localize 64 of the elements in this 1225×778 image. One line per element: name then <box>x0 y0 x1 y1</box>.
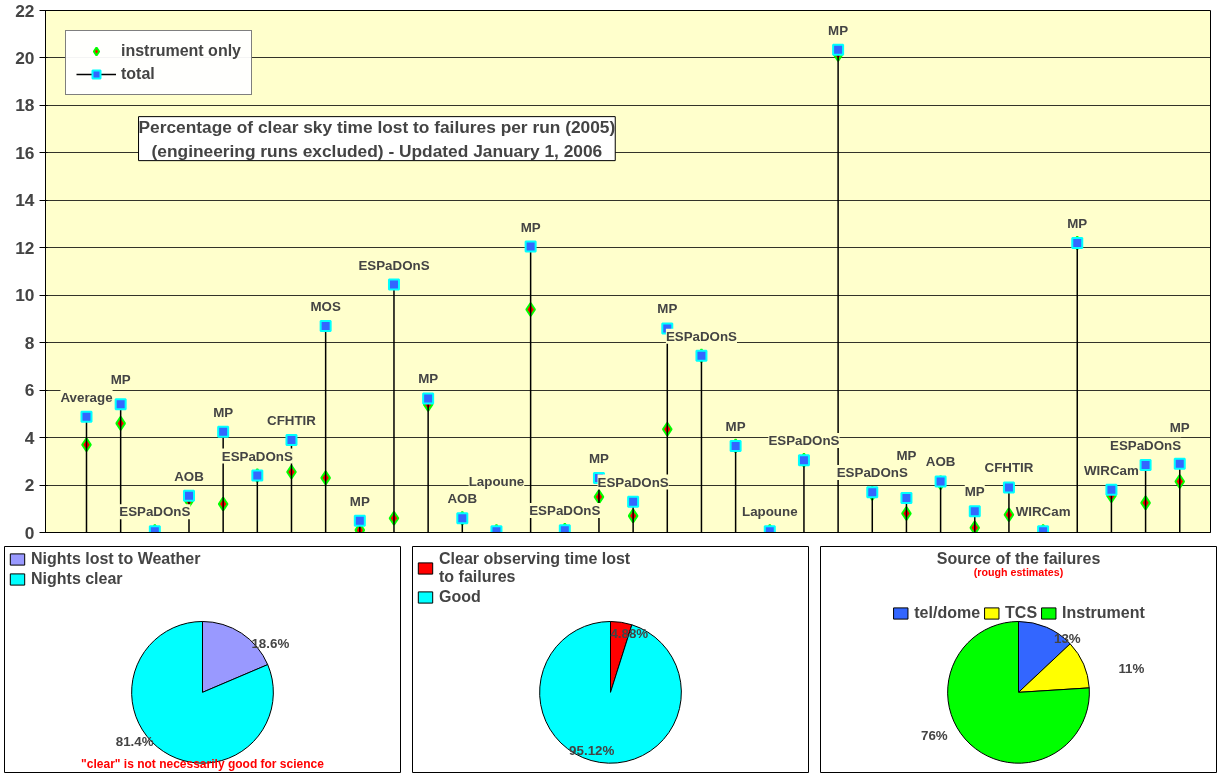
legend-label: Clear observing time lost to failures <box>439 550 631 586</box>
category-label: AOB <box>447 491 478 507</box>
y-tick-label: 22 <box>15 0 35 21</box>
chart-subtitle: (rough estimates) <box>973 566 1064 579</box>
category-label: MP <box>828 22 849 38</box>
category-label: MP <box>1067 215 1088 231</box>
category-label: ESPaDOnS <box>358 257 430 273</box>
category-label: MP <box>964 484 985 500</box>
category-label: MP <box>520 219 541 235</box>
category-label: CFHTIR <box>984 460 1034 476</box>
category-label: MP <box>110 372 131 388</box>
y-tick-label: 16 <box>15 142 35 163</box>
legend-label: total <box>121 65 155 83</box>
category-label: MP <box>1169 420 1190 436</box>
text: Percentage of clear sky time lost to failures per run (2005) (engineering runs excluded) - Updated January 1, 2006 <box>138 116 616 161</box>
y-tick-label: 0 <box>24 522 35 543</box>
category-label: ESPaDOnS <box>597 474 669 490</box>
category-label: CFHTIR <box>267 412 316 428</box>
y-tick-label: 8 <box>24 332 35 353</box>
category-label: ESPaDOnS <box>665 328 738 344</box>
data-label: 76% <box>920 727 948 743</box>
category-label: MP <box>725 418 746 434</box>
category-label: Average <box>60 389 113 405</box>
category-label: ESPaDOnS <box>529 503 601 519</box>
y-tick-label: 4 <box>24 427 35 448</box>
category-label: MP <box>588 450 609 466</box>
category-label: ESPaDOnS <box>836 465 908 481</box>
category-label: AOB <box>925 454 956 470</box>
legend-label: Good <box>439 588 481 606</box>
legend-label: instrument only <box>121 42 242 60</box>
legend-label: TCS <box>1005 604 1038 622</box>
category-label: MP <box>657 301 678 317</box>
category-label: MP <box>213 404 234 420</box>
legend-label: Nights lost to Weather <box>31 550 201 568</box>
category-label: Lapoune <box>742 504 798 520</box>
chart-title: Source of the failures <box>936 549 1101 567</box>
category-label: MOS <box>310 299 341 315</box>
category-label: Lapoune <box>468 473 525 489</box>
category-label: MP <box>418 371 439 387</box>
category-label: AOB <box>174 468 204 484</box>
y-tick-label: 18 <box>15 95 35 116</box>
y-tick-label: 12 <box>15 237 35 258</box>
category-label: ESPaDOnS <box>221 448 293 464</box>
legend-label: Instrument <box>1062 604 1145 622</box>
y-tick-label: 14 <box>15 190 35 211</box>
category-label: ESPaDOnS <box>768 433 840 449</box>
category-label: ESPaDOnS <box>119 504 191 520</box>
data-label: 18.6% <box>251 635 290 651</box>
data-label: 4.88% <box>610 626 649 642</box>
category-label: MP <box>349 493 370 509</box>
category-label: MP <box>896 447 917 463</box>
data-label: 11% <box>1118 661 1145 677</box>
y-tick-label: 6 <box>24 380 35 401</box>
y-tick-label: 10 <box>15 285 35 306</box>
category-label: ESPaDOnS <box>1110 437 1182 453</box>
legend-label: Nights clear <box>31 570 123 588</box>
data-label: 95.12% <box>569 743 615 759</box>
y-tick-label: 2 <box>24 475 35 496</box>
category-label: WIRCam <box>1015 504 1071 520</box>
data-label: 81.4% <box>115 734 154 750</box>
y-tick-label: 20 <box>15 47 35 68</box>
text: "clear" is not necessarily good for science <box>81 756 325 771</box>
category-label: WIRCam <box>1084 462 1139 478</box>
legend-label: tel/dome <box>914 604 981 622</box>
